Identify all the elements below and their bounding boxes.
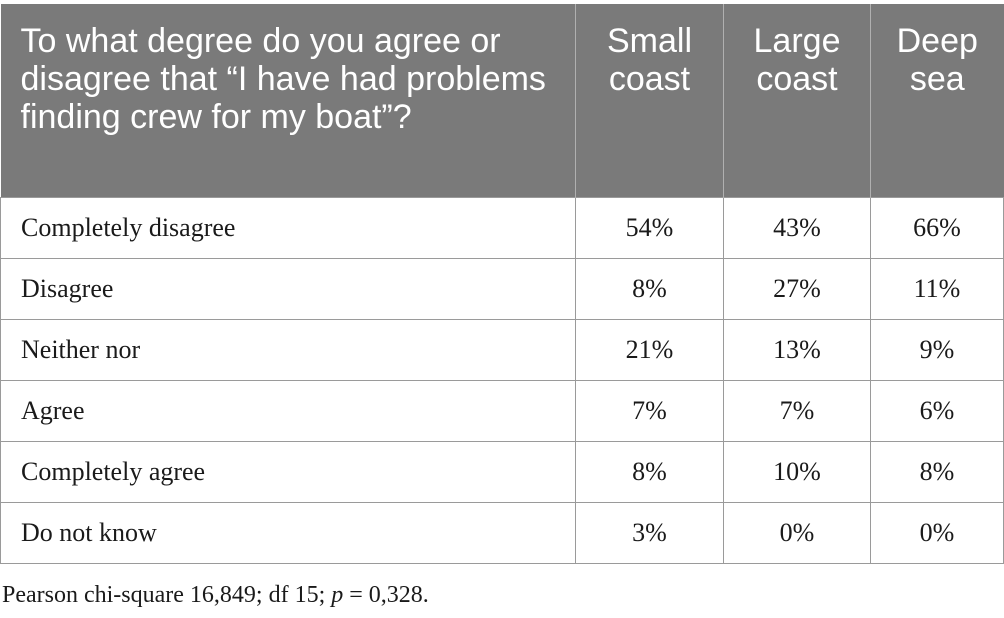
cell-small-coast: 8% — [575, 257, 724, 320]
table-footnote: Pearson chi-square 16,849; df 15; p = 0,… — [2, 582, 429, 609]
cell-large-coast: 7% — [723, 379, 871, 442]
footnote-suffix: = 0,328. — [343, 582, 429, 608]
cell-small-coast: 21% — [575, 318, 724, 381]
cell-deep-sea: 8% — [870, 440, 1004, 503]
header-deep-sea: Deep sea — [870, 4, 1004, 197]
row-label: Disagree — [0, 257, 576, 320]
cell-large-coast: 43% — [723, 196, 871, 259]
cell-large-coast: 13% — [723, 318, 871, 381]
footnote-p-symbol: p — [331, 582, 344, 608]
table-row: Neither nor 21% 13% 9% — [0, 318, 1004, 381]
cell-deep-sea: 11% — [870, 257, 1004, 320]
row-label: Agree — [0, 379, 576, 442]
header-small-coast: Small coast — [575, 4, 724, 197]
cell-deep-sea: 0% — [870, 501, 1004, 564]
cell-deep-sea: 66% — [870, 196, 1004, 259]
footnote-prefix: Pearson chi-square 16,849; df 15; — [2, 582, 332, 608]
row-label: Completely agree — [0, 440, 576, 503]
cell-large-coast: 10% — [723, 440, 871, 503]
cell-small-coast: 8% — [575, 440, 724, 503]
table-row: Disagree 8% 27% 11% — [0, 257, 1004, 320]
row-label: Do not know — [0, 501, 576, 564]
cell-small-coast: 3% — [575, 501, 724, 564]
cell-large-coast: 0% — [723, 501, 871, 564]
cell-deep-sea: 6% — [870, 379, 1004, 442]
results-table: To what degree do you agree or disagree … — [0, 4, 1004, 564]
table-row: Completely agree 8% 10% 8% — [0, 440, 1004, 503]
table-body: Completely disagree 54% 43% 66% Disagree… — [0, 196, 1004, 564]
header-row: To what degree do you agree or disagree … — [0, 4, 1004, 197]
cell-large-coast: 27% — [723, 257, 871, 320]
header-question: To what degree do you agree or disagree … — [0, 4, 576, 197]
table-row: Do not know 3% 0% 0% — [0, 501, 1004, 564]
row-label: Completely disagree — [0, 196, 576, 259]
results-table-container: To what degree do you agree or disagree … — [0, 4, 1004, 564]
cell-deep-sea: 9% — [870, 318, 1004, 381]
header-large-coast: Large coast — [723, 4, 871, 197]
cell-small-coast: 7% — [575, 379, 724, 442]
table-row: Agree 7% 7% 6% — [0, 379, 1004, 442]
table-row: Completely disagree 54% 43% 66% — [0, 196, 1004, 259]
table-header: To what degree do you agree or disagree … — [0, 4, 1004, 197]
cell-small-coast: 54% — [575, 196, 724, 259]
row-label: Neither nor — [0, 318, 576, 381]
